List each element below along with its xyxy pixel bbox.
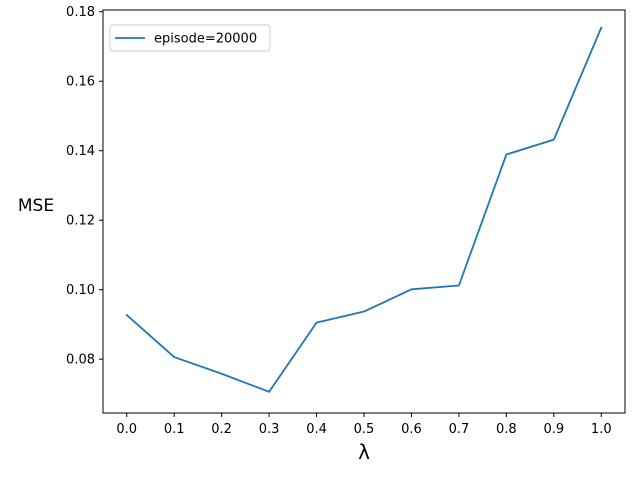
x-tick-label: 0.7 [449, 422, 470, 437]
y-tick-label: 0.12 [66, 214, 95, 229]
y-tick-label: 0.10 [66, 283, 95, 298]
y-tick-label: 0.14 [66, 144, 95, 159]
x-tick-label: 0.3 [259, 422, 280, 437]
legend: episode=20000 [109, 24, 271, 52]
x-tick-label: 0.9 [543, 422, 564, 437]
y-axis-ticks: 0.08 0.10 0.12 0.14 0.16 0.18 [66, 5, 103, 368]
x-axis-label: λ [358, 440, 370, 464]
legend-entry-label: episode=20000 [154, 32, 257, 47]
series-layer [125, 26, 603, 393]
x-axis-ticks: 0.0 0.1 0.2 0.3 0.4 0.5 0.6 0.7 0.8 0.9 1.0 [116, 413, 612, 437]
x-tick-label: 1.0 [591, 422, 612, 437]
y-tick-label: 0.16 [66, 75, 95, 90]
x-tick-label: 0.8 [496, 422, 517, 437]
x-tick-label: 0.2 [211, 422, 232, 437]
y-axis-label: MSE [18, 196, 54, 216]
legend-box [109, 24, 271, 52]
x-tick-label: 0.1 [164, 422, 185, 437]
x-tick-label: 0.4 [306, 422, 327, 437]
y-tick-label: 0.08 [66, 353, 95, 368]
x-tick-label: 0.6 [401, 422, 422, 437]
series-line [125, 26, 603, 393]
x-tick-label: 0.5 [354, 422, 375, 437]
axes-frame [102, 9, 626, 414]
y-tick-label: 0.18 [66, 5, 95, 20]
x-tick-label: 0.0 [116, 422, 137, 437]
